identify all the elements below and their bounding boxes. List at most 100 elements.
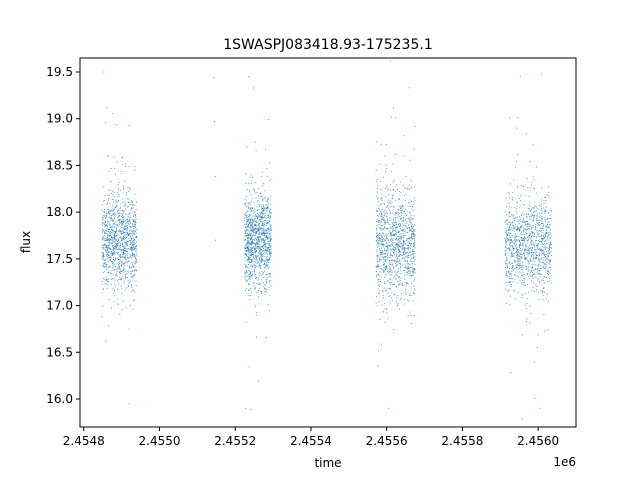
data-point [385, 228, 387, 229]
data-point [414, 247, 416, 249]
data-point [106, 253, 108, 255]
data-point [534, 261, 536, 263]
data-point [259, 253, 261, 255]
data-point [108, 251, 110, 253]
data-point [127, 186, 129, 188]
data-point [382, 250, 384, 252]
data-point [133, 247, 135, 249]
data-point [547, 329, 549, 331]
data-point [256, 230, 258, 232]
data-point [529, 261, 531, 263]
data-point [386, 265, 388, 267]
data-point [517, 250, 518, 252]
data-point [251, 183, 253, 185]
data-point [132, 201, 134, 203]
data-point [112, 229, 114, 231]
data-point [387, 272, 389, 274]
data-point [128, 248, 129, 249]
data-point [261, 249, 263, 250]
data-point [119, 220, 121, 222]
data-point [129, 248, 131, 250]
data-point [133, 256, 135, 258]
data-point [260, 213, 262, 215]
data-point [122, 221, 124, 223]
data-point [254, 225, 256, 226]
data-point [376, 210, 378, 212]
data-point [520, 204, 522, 206]
data-point [260, 255, 262, 257]
data-point [131, 230, 133, 232]
data-point [398, 254, 400, 256]
data-point [377, 184, 379, 186]
y-tick-label: 18.5 [46, 158, 73, 172]
data-point [263, 228, 265, 230]
data-point [403, 274, 405, 276]
data-point [261, 270, 263, 272]
data-point [385, 196, 387, 198]
data-point [253, 188, 254, 190]
data-point [546, 259, 548, 261]
data-point [379, 284, 381, 286]
data-point [244, 264, 246, 266]
data-point [398, 191, 400, 192]
data-point [413, 255, 415, 257]
data-point [269, 259, 271, 261]
data-point [267, 260, 269, 261]
data-point [523, 249, 525, 251]
data-point [406, 239, 408, 241]
data-point [256, 237, 258, 239]
data-point [525, 265, 527, 267]
data-point [526, 273, 528, 275]
data-point [513, 225, 514, 227]
data-point [127, 257, 129, 259]
data-point [399, 308, 400, 310]
data-point [249, 236, 251, 238]
data-point [543, 225, 544, 227]
data-point [539, 407, 541, 409]
data-point [122, 232, 124, 234]
data-point [130, 241, 132, 243]
data-point [116, 245, 118, 246]
data-point [524, 274, 526, 276]
data-point [249, 214, 251, 216]
data-point [507, 267, 508, 268]
data-point [122, 239, 124, 241]
data-point [544, 256, 546, 258]
data-point [266, 251, 268, 253]
data-point [122, 185, 124, 187]
data-point [128, 202, 129, 203]
data-point [251, 226, 253, 228]
data-point [506, 233, 508, 235]
data-point [521, 239, 523, 241]
data-point [268, 180, 270, 181]
data-point [252, 248, 254, 250]
data-point [379, 243, 381, 245]
data-point [402, 224, 404, 226]
data-point [260, 239, 262, 241]
data-point [409, 275, 411, 277]
data-point [245, 235, 247, 237]
data-point [394, 271, 396, 273]
data-point [108, 222, 110, 224]
data-point [124, 261, 126, 263]
data-point [263, 250, 264, 252]
data-point [268, 243, 270, 245]
data-points [101, 60, 552, 420]
data-point [527, 236, 529, 238]
data-point [121, 263, 123, 265]
data-point [410, 205, 411, 207]
data-point [251, 260, 253, 262]
data-point [399, 279, 401, 281]
data-point [262, 229, 264, 231]
data-point [378, 274, 380, 276]
data-point [512, 227, 514, 229]
data-point [116, 230, 117, 232]
data-point [399, 284, 401, 285]
data-point [515, 228, 517, 230]
data-point [105, 263, 107, 265]
data-point [539, 268, 541, 270]
data-point [245, 205, 247, 207]
data-point [394, 229, 396, 231]
data-point [534, 248, 536, 250]
data-point [261, 216, 262, 218]
